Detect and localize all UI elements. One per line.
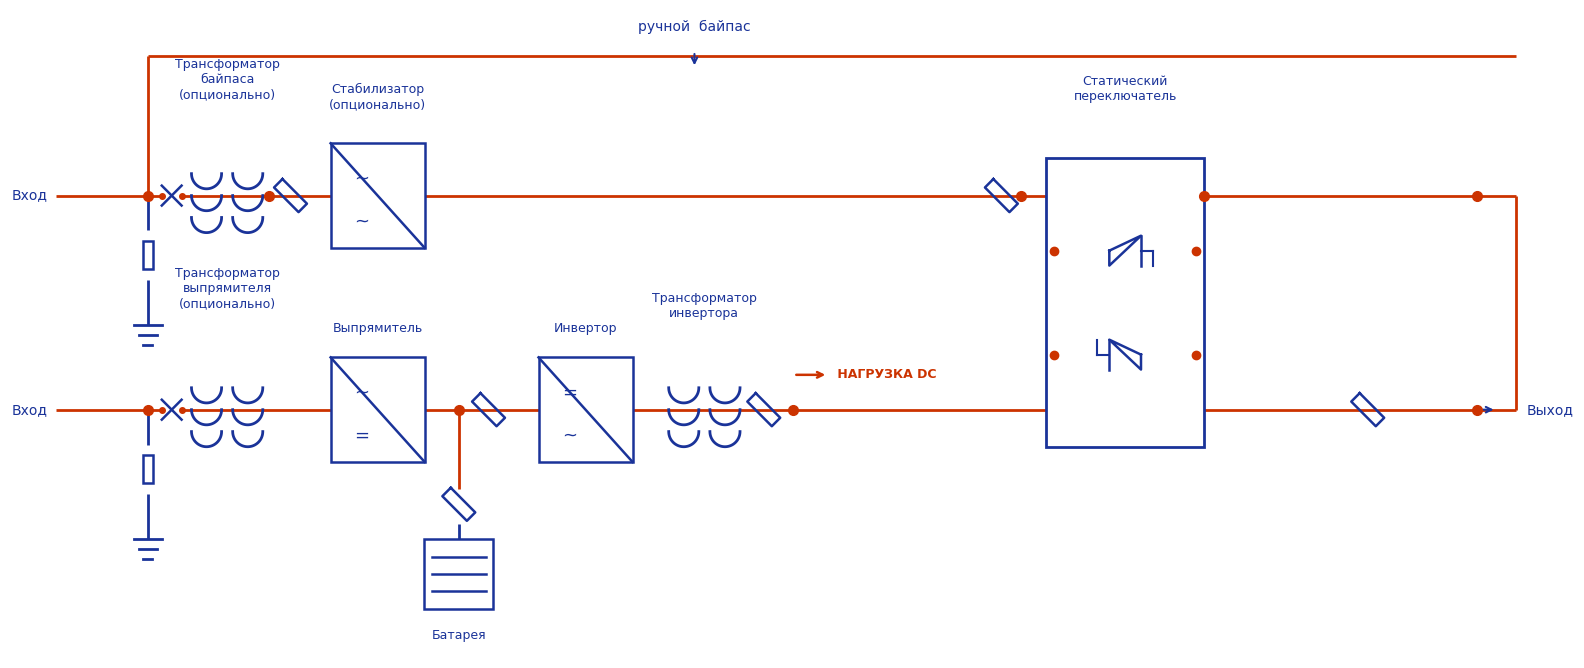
Text: =: = [562,383,578,401]
Text: Трансформатор
инвертора: Трансформатор инвертора [653,292,757,320]
Text: Вход: Вход [13,188,48,202]
Text: Выпрямитель: Выпрямитель [333,322,423,335]
Text: Вход: Вход [13,403,48,417]
Text: Инвертор: Инвертор [554,322,618,335]
Bar [425,539,494,609]
Text: Трансформатор
байпаса
(опционально): Трансформатор байпаса (опционально) [174,58,279,101]
Bar [331,357,425,462]
Text: =: = [355,427,369,445]
Text: Выход: Выход [1525,403,1573,417]
Text: ~: ~ [355,383,369,401]
Bar [1045,158,1204,447]
Text: Стабилизатор
(опционально): Стабилизатор (опционально) [329,83,426,111]
Text: Трансформатор
выпрямителя
(опционально): Трансформатор выпрямителя (опционально) [174,267,279,310]
Bar [143,241,154,269]
Text: Статический
переключатель: Статический переключатель [1074,75,1177,104]
Text: ручной  байпас: ручной байпас [638,20,751,34]
Text: Батарея: Батарея [431,629,486,642]
Text: НАГРУЗКА DC: НАГРУЗКА DC [833,368,936,381]
Text: ~: ~ [355,169,369,187]
Text: ~: ~ [562,427,578,445]
Bar [143,456,154,484]
Bar [331,144,425,248]
Bar [539,357,632,462]
Text: ~: ~ [355,212,369,230]
